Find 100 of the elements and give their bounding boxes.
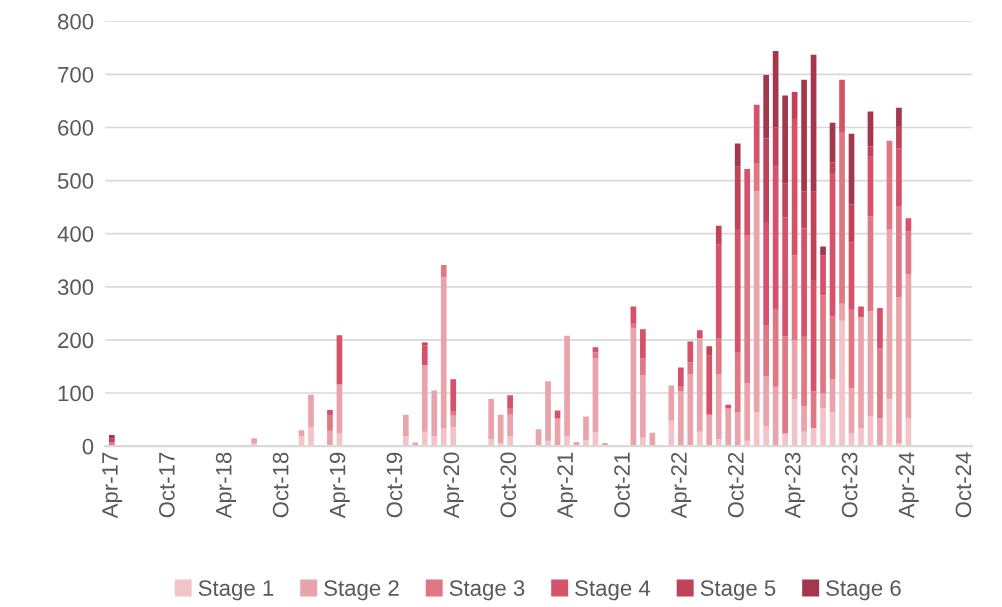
bar [734,412,741,447]
bar [696,431,703,447]
bar [592,347,599,353]
bar [488,398,495,440]
bar [668,385,675,421]
bar [839,132,845,304]
x-tick-label: Apr-22 [671,452,692,519]
bar [308,427,314,447]
x-tick-label: Oct-22 [727,452,744,518]
bar [782,95,788,184]
bar [744,168,751,236]
x-tick-label: Apr-17 [102,452,123,519]
bar [677,391,684,447]
bar [696,338,703,432]
x-tick-label: Oct-19 [386,452,403,518]
bar [440,428,447,447]
bar [763,138,770,223]
bar [877,308,883,349]
bar [687,362,694,374]
bar [507,414,513,437]
bar [109,434,115,439]
x-tick-label: Oct-20 [500,452,517,518]
bar [801,431,807,447]
bar [640,358,646,375]
bar [753,163,760,192]
bar [801,228,807,337]
bar [896,206,902,297]
bar [905,218,912,232]
x-tick-label: Apr-21 [557,452,578,519]
y-tick-label: 400 [57,226,94,242]
bar [450,427,457,447]
x-tick-label: Apr-24 [898,452,919,519]
bar [734,352,741,413]
bar [327,415,333,431]
legend-label: Stage 3 [449,580,525,601]
legend-label: Stage 6 [826,580,901,601]
bar [820,393,826,409]
bar [782,183,788,218]
bar [592,352,599,359]
bar [450,379,457,412]
bar [640,374,646,438]
y-tick-label: 300 [57,279,94,296]
bar [763,222,770,326]
x-tick-label: Oct-17 [158,452,175,518]
bar [801,79,807,192]
x-tick-label: Apr-19 [329,452,350,519]
bar [858,428,864,447]
legend-label: Stage 5 [700,580,776,601]
x-tick-label: Oct-23 [841,452,858,518]
bar [896,296,902,444]
bar [820,255,826,296]
bar [488,439,495,447]
bar [327,430,333,447]
bar [744,382,751,441]
bar [839,320,845,447]
y-tick-label: 200 [58,332,94,349]
x-tick-label: Apr-23 [784,452,805,519]
bar [251,438,257,444]
x-tick-label: Oct-21 [614,452,630,518]
bar [545,381,551,441]
bar [583,440,589,447]
y-tick-label: 800 [57,13,94,30]
bar [687,341,694,363]
bar [782,217,788,337]
bar [421,345,428,365]
bar [677,367,684,387]
bar [820,246,826,256]
bar [706,346,713,356]
legend-label: Stage 4 [575,580,651,601]
bar [431,390,438,437]
bar [687,373,694,447]
bar [753,412,760,447]
bar [820,295,826,394]
bar [858,306,864,318]
bar [744,235,751,383]
bar [801,406,807,432]
bar [668,420,675,447]
bar [782,336,788,434]
bar [839,303,845,321]
bar [706,414,713,447]
bar [763,325,770,377]
bar [896,125,902,149]
bar [734,143,741,167]
legend-label: Stage 2 [324,580,399,601]
bar [440,277,447,429]
bar [298,430,305,437]
bar [734,228,741,353]
bar [858,317,864,429]
bar [640,329,646,359]
bar [753,191,760,413]
x-tick-label: Oct-24 [955,452,972,518]
bar [715,338,722,374]
bar [734,166,741,229]
bar [896,148,902,207]
bar [801,191,807,229]
legend-label: Stage 1 [198,580,274,601]
bar [564,335,570,437]
bar [782,433,788,447]
bar [308,394,314,428]
bar [507,407,513,415]
